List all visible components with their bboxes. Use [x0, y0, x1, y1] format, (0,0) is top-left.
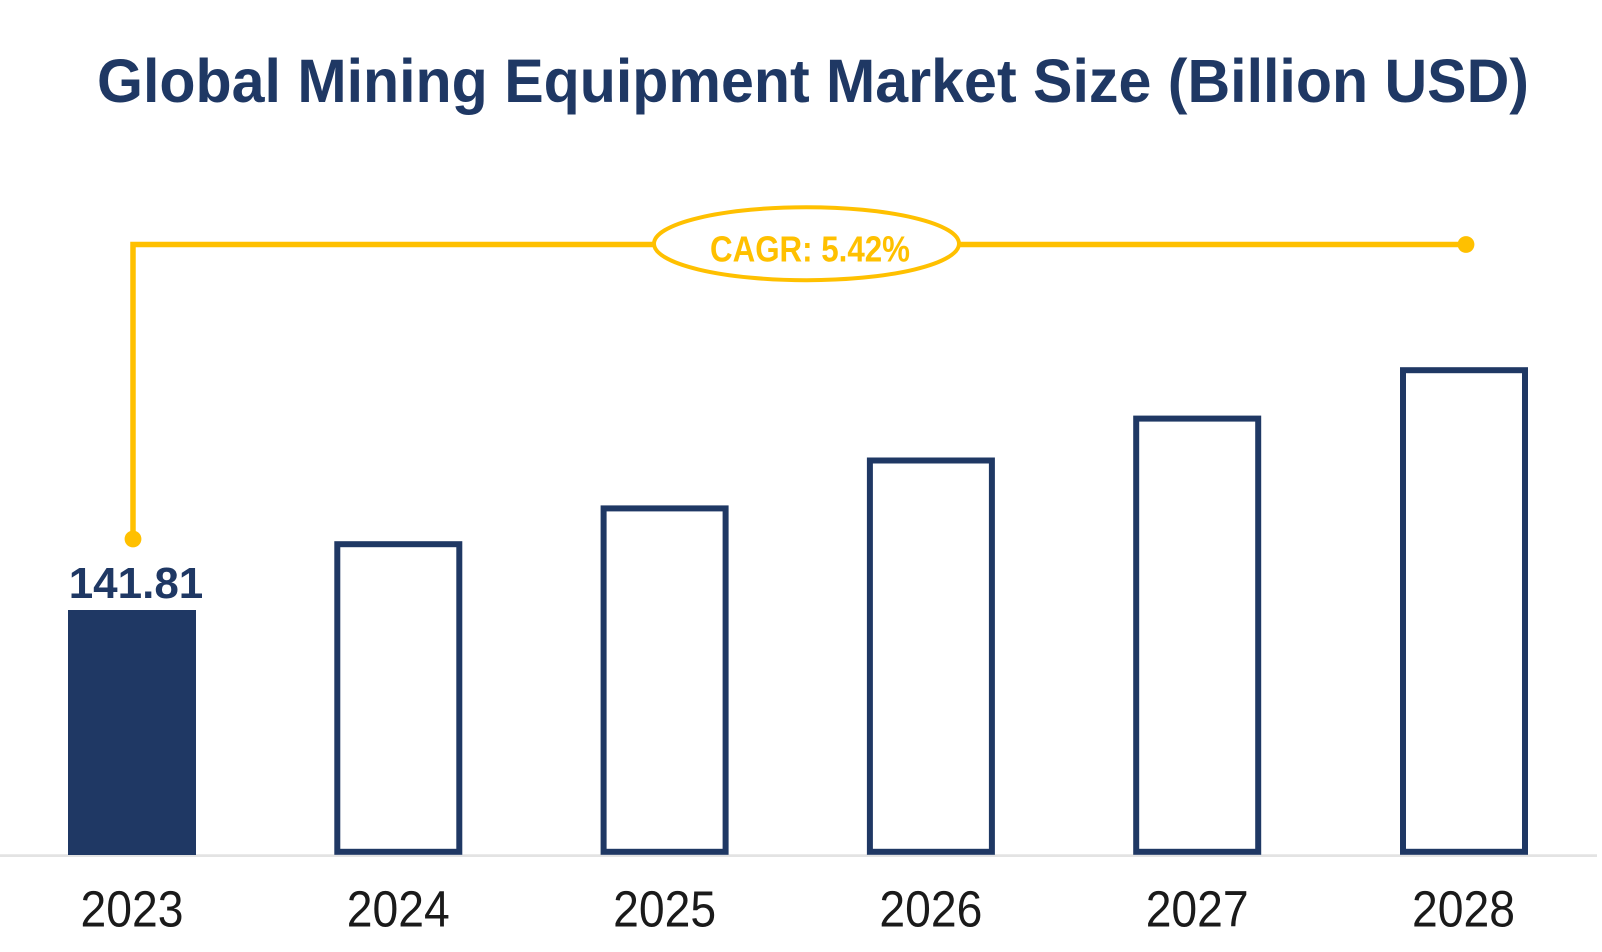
svg-text:2027: 2027 — [1146, 881, 1249, 938]
svg-text:2028: 2028 — [1412, 881, 1515, 938]
svg-text:Global Mining Equipment Market: Global Mining Equipment Market Size (Bil… — [97, 47, 1529, 115]
svg-text:CAGR: 5.42%: CAGR: 5.42% — [710, 228, 910, 269]
svg-text:2024: 2024 — [347, 881, 450, 938]
svg-text:2025: 2025 — [613, 881, 716, 938]
svg-text:2026: 2026 — [879, 881, 982, 938]
svg-text:141.81: 141.81 — [69, 559, 204, 608]
svg-text:2023: 2023 — [81, 881, 184, 938]
